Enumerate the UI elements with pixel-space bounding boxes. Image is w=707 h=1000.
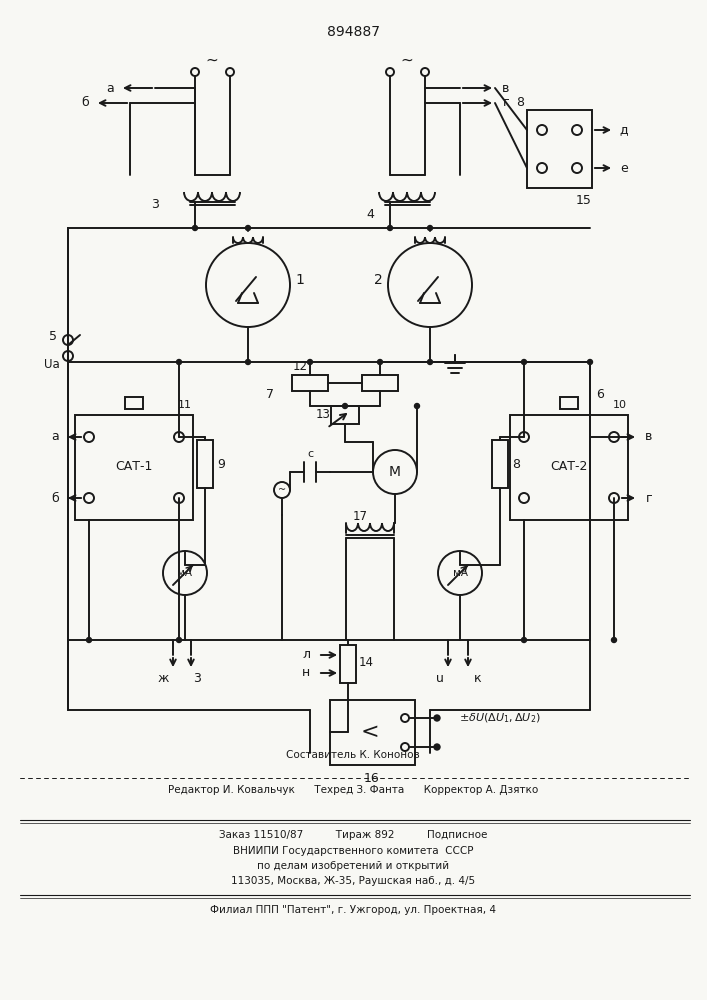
- Text: 7: 7: [266, 388, 274, 401]
- Text: Редактор И. Ковальчук      Техред З. Фанта      Корректор А. Дзятко: Редактор И. Ковальчук Техред З. Фанта Ко…: [168, 785, 538, 795]
- Text: 15: 15: [576, 194, 592, 207]
- Bar: [330, 700, 415, 765]
- Text: ~: ~: [206, 52, 218, 68]
- Circle shape: [308, 360, 312, 364]
- Text: в: в: [502, 82, 510, 95]
- Text: 1: 1: [296, 273, 305, 287]
- Circle shape: [177, 638, 182, 643]
- Bar: [340, 645, 356, 683]
- Text: д: д: [620, 123, 629, 136]
- Text: Филиал ППП "Патент", г. Ужгород, ул. Проектная, 4: Филиал ППП "Патент", г. Ужгород, ул. Про…: [210, 905, 496, 915]
- Text: САТ-1: САТ-1: [115, 460, 153, 474]
- Text: г: г: [645, 491, 653, 504]
- Text: <: <: [361, 722, 380, 742]
- Text: 3: 3: [193, 672, 201, 684]
- Text: б: б: [81, 97, 89, 109]
- Circle shape: [522, 638, 527, 643]
- Text: 5: 5: [49, 330, 57, 344]
- Circle shape: [522, 360, 527, 364]
- Text: 2: 2: [373, 273, 382, 287]
- Bar: [510, 415, 628, 520]
- Bar: [527, 110, 592, 188]
- Text: 14: 14: [358, 656, 373, 670]
- Text: Составитель К. Кононов: Составитель К. Кононов: [286, 750, 420, 760]
- Text: к: к: [474, 672, 481, 684]
- Text: 9: 9: [217, 458, 225, 471]
- Bar: [362, 375, 398, 391]
- Text: 4: 4: [366, 209, 374, 222]
- Text: u: u: [436, 672, 444, 684]
- Text: 6: 6: [596, 388, 604, 401]
- Circle shape: [378, 360, 382, 364]
- Circle shape: [245, 226, 250, 231]
- Text: 13: 13: [315, 408, 330, 422]
- Text: б: б: [51, 491, 59, 504]
- Text: а: а: [51, 430, 59, 444]
- Circle shape: [428, 226, 433, 231]
- Bar: [75, 415, 193, 520]
- Circle shape: [612, 638, 617, 643]
- Text: 17: 17: [353, 510, 368, 524]
- Circle shape: [86, 638, 91, 643]
- Text: 11: 11: [178, 400, 192, 410]
- Bar: [125, 397, 143, 409]
- Circle shape: [434, 744, 440, 750]
- Text: в: в: [645, 430, 653, 444]
- Text: 113035, Москва, Ж-35, Раушская наб., д. 4/5: 113035, Москва, Ж-35, Раушская наб., д. …: [231, 876, 475, 886]
- Text: ВНИИПИ Государственного комитета  СССР: ВНИИПИ Государственного комитета СССР: [233, 846, 473, 856]
- Text: 894887: 894887: [327, 25, 380, 39]
- Text: е: е: [620, 161, 628, 174]
- Text: 8: 8: [516, 97, 524, 109]
- Circle shape: [177, 360, 182, 364]
- Text: ~: ~: [278, 485, 286, 495]
- Text: мА: мА: [177, 568, 192, 578]
- Bar: [331, 406, 359, 424]
- Text: 16: 16: [364, 772, 380, 786]
- Text: а: а: [106, 82, 114, 95]
- Circle shape: [192, 226, 197, 231]
- Text: Uа: Uа: [44, 359, 60, 371]
- Text: по делам изобретений и открытий: по делам изобретений и открытий: [257, 861, 449, 871]
- Bar: [292, 375, 328, 391]
- Bar: [197, 440, 213, 488]
- Circle shape: [387, 226, 392, 231]
- Text: М: М: [389, 465, 401, 479]
- Text: 3: 3: [151, 198, 159, 212]
- Circle shape: [342, 403, 348, 408]
- Text: с: с: [307, 449, 313, 459]
- Circle shape: [434, 715, 440, 721]
- Circle shape: [245, 360, 250, 364]
- Circle shape: [414, 403, 419, 408]
- Text: л: л: [302, 648, 310, 662]
- Text: г: г: [503, 97, 509, 109]
- Text: Заказ 11510/87          Тираж 892          Подписное: Заказ 11510/87 Тираж 892 Подписное: [218, 830, 487, 840]
- Text: 12: 12: [293, 360, 308, 373]
- Text: ~: ~: [401, 52, 414, 68]
- Bar: [560, 397, 578, 409]
- Text: 10: 10: [613, 400, 627, 410]
- Circle shape: [428, 360, 433, 364]
- Text: ж: ж: [158, 672, 169, 684]
- Bar: [492, 440, 508, 488]
- Text: н: н: [302, 666, 310, 680]
- Text: мА: мА: [452, 568, 467, 578]
- Text: САТ-2: САТ-2: [550, 460, 588, 474]
- Text: $\pm\delta U(\Delta U_1,\Delta U_2)$: $\pm\delta U(\Delta U_1,\Delta U_2)$: [459, 711, 541, 725]
- Circle shape: [588, 360, 592, 364]
- Text: 8: 8: [512, 458, 520, 471]
